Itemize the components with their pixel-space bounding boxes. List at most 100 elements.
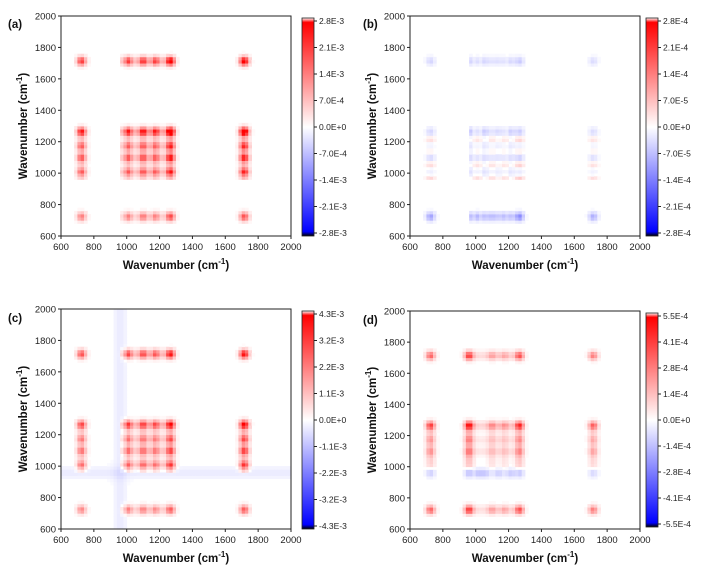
heatmap-cell	[116, 459, 121, 464]
heatmap-cell	[212, 469, 216, 473]
heatmap-cell	[149, 428, 154, 432]
heatmap-cell	[84, 60, 88, 64]
heatmap-cell	[502, 163, 506, 168]
heatmap-cell	[169, 170, 174, 174]
heatmap-cell	[136, 166, 141, 171]
heatmap-cell	[139, 437, 144, 442]
heatmap-cell	[87, 157, 91, 161]
heatmap-cell	[469, 144, 473, 149]
heatmap-cell	[518, 151, 523, 155]
heatmap-cell	[238, 513, 243, 517]
heatmap-cell	[156, 419, 160, 423]
heatmap-cell	[123, 516, 128, 520]
heatmap-cell	[143, 157, 147, 161]
heatmap-cell	[241, 447, 246, 451]
heatmap-cell	[475, 166, 480, 171]
heatmap-cell	[126, 220, 131, 224]
heatmap-cell	[482, 132, 486, 136]
heatmap-cell	[241, 353, 246, 357]
heatmap-cell	[116, 397, 121, 401]
heatmap-cell	[169, 132, 174, 136]
heatmap-cell	[123, 485, 128, 489]
heatmap-cell	[518, 504, 523, 508]
heatmap-cell	[120, 437, 124, 442]
heatmap-cell	[597, 504, 601, 508]
heatmap-cell	[120, 387, 124, 392]
heatmap-cell	[77, 500, 82, 505]
heatmap-cell	[169, 472, 174, 476]
heatmap-cell	[156, 459, 160, 464]
heatmap-cell	[472, 144, 477, 149]
heatmap-cell	[495, 60, 500, 64]
heatmap-cell	[479, 435, 483, 440]
heatmap-cell	[149, 453, 154, 458]
heatmap-cell	[241, 349, 246, 354]
heatmap-cell	[429, 360, 434, 365]
heatmap-cell	[116, 494, 121, 498]
heatmap-cell	[156, 217, 160, 221]
heatmap-cell	[488, 457, 493, 461]
heatmap-cell	[120, 390, 124, 395]
heatmap-cell	[241, 151, 246, 155]
heatmap-cell	[423, 348, 427, 352]
heatmap-cell	[143, 463, 147, 467]
heatmap-cell	[61, 469, 65, 473]
heatmap-cell	[126, 475, 131, 480]
heatmap-cell	[433, 126, 437, 130]
heatmap-cell	[192, 469, 197, 473]
heatmap-cell	[159, 210, 164, 215]
heatmap-cell	[498, 220, 503, 224]
heatmap-cell	[192, 472, 197, 476]
heatmap-cell	[488, 141, 493, 146]
heatmap-cell	[156, 503, 160, 508]
x-tick-label: 600	[402, 535, 418, 546]
heatmap-cell	[475, 135, 480, 139]
heatmap-cell	[162, 431, 167, 436]
heatmap-cell	[116, 503, 121, 508]
heatmap-cell	[462, 448, 467, 452]
heatmap-cell	[123, 444, 128, 448]
heatmap-cell	[495, 510, 500, 514]
heatmap-cell	[429, 135, 434, 139]
heatmap-cell	[482, 173, 486, 177]
heatmap-cell	[172, 132, 177, 136]
heatmap-cell	[597, 432, 601, 436]
heatmap-cell	[482, 53, 486, 58]
heatmap-cell	[116, 507, 121, 511]
heatmap-cell	[433, 416, 437, 421]
heatmap-cell	[172, 53, 177, 58]
heatmap-cell	[515, 141, 519, 146]
heatmap-cell	[433, 420, 437, 424]
heatmap-cell	[113, 434, 118, 439]
heatmap-cell	[482, 507, 486, 511]
heatmap-cell	[74, 144, 78, 149]
heatmap-cell	[248, 170, 252, 174]
heatmap-cell	[153, 60, 157, 64]
heatmap-cell	[423, 441, 427, 446]
heatmap-cell	[113, 519, 118, 524]
heatmap-cell	[143, 214, 147, 218]
heatmap-cell	[469, 476, 473, 480]
heatmap-cell	[156, 144, 160, 149]
heatmap-cell	[479, 138, 483, 143]
heatmap-cell	[475, 160, 480, 165]
heatmap-cell	[116, 337, 121, 341]
heatmap-cell	[590, 217, 595, 221]
heatmap-cell	[485, 210, 490, 215]
heatmap-cell	[143, 56, 147, 61]
heatmap-cell	[426, 432, 431, 436]
heatmap-cell	[176, 456, 180, 461]
heatmap-cell	[74, 60, 78, 64]
heatmap-cell	[116, 475, 121, 480]
heatmap-cell	[479, 135, 483, 139]
heatmap-cell	[136, 129, 141, 133]
heatmap-cell	[594, 416, 598, 421]
heatmap-cell	[488, 160, 493, 165]
heatmap-cell	[205, 472, 210, 476]
heatmap-cell	[166, 66, 170, 70]
heatmap-cell	[143, 425, 147, 429]
heatmap-cell	[172, 419, 177, 423]
heatmap-cell	[515, 138, 519, 143]
heatmap-cell	[77, 503, 82, 508]
heatmap-cell	[492, 348, 496, 352]
